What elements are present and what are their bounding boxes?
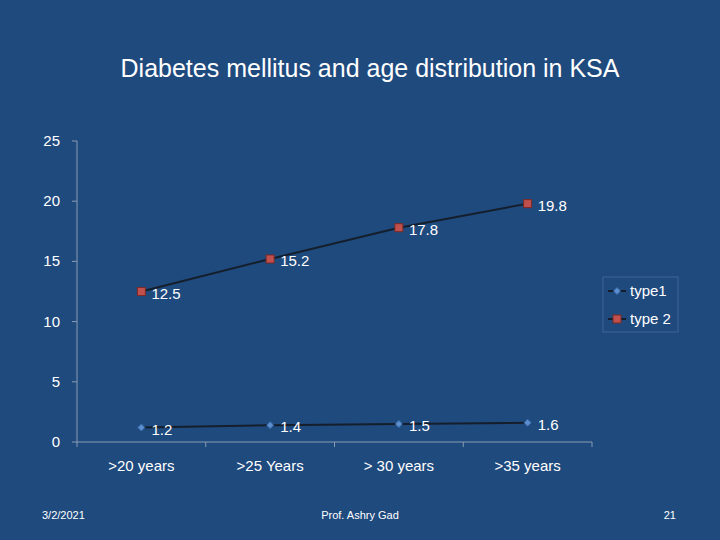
data-label: 12.5 [151, 285, 180, 302]
footer-date: 3/2/2021 [42, 509, 85, 521]
data-point [395, 224, 403, 232]
footer-page: 21 [664, 509, 676, 521]
legend-marker [614, 288, 621, 295]
footer-author: Prof. Ashry Gad [321, 509, 399, 521]
data-label: 1.4 [280, 418, 301, 435]
x-tick [77, 442, 78, 447]
data-point [524, 200, 532, 208]
y-tick-label: 25 [43, 132, 60, 149]
x-tick-label: >25 Years [237, 457, 304, 474]
legend-label: type 2 [630, 310, 671, 327]
data-point [395, 420, 402, 427]
data-label: 1.5 [409, 417, 430, 434]
plot-area [137, 200, 531, 431]
y-tick [72, 321, 77, 322]
data-point [524, 419, 531, 426]
data-label: 1.6 [538, 416, 559, 433]
data-point [266, 255, 274, 263]
data-point [267, 422, 274, 429]
y-tick [72, 141, 77, 142]
y-tick-label: 15 [43, 252, 60, 269]
x-tick-label: >35 years [494, 457, 560, 474]
x-tick-label: > 30 years [364, 457, 434, 474]
y-tick [72, 442, 77, 443]
data-point [138, 424, 145, 431]
series-line [141, 204, 527, 292]
y-tick-label: 5 [52, 373, 60, 390]
y-tick-label: 20 [43, 192, 60, 209]
x-tick [334, 442, 335, 447]
y-tick-label: 10 [43, 313, 60, 330]
data-label: 15.2 [280, 252, 309, 269]
x-tick [592, 442, 593, 447]
x-tick-label: >20 years [108, 457, 174, 474]
x-tick [463, 442, 464, 447]
data-label: 17.8 [409, 221, 438, 238]
y-axis [77, 141, 78, 442]
y-tick-label: 0 [52, 433, 60, 450]
title: Diabetes mellitus and age distribution i… [121, 54, 620, 82]
y-tick [72, 261, 77, 262]
legend-label: type1 [630, 282, 667, 299]
y-tick [72, 201, 77, 202]
legend-marker [613, 315, 621, 323]
y-tick [72, 381, 77, 382]
series-line [141, 423, 527, 428]
data-point [137, 288, 145, 296]
background [0, 0, 720, 540]
data-labels: 1.2 1.4 1.5 1.6 12.5 15.2 17.8 19.8 [151, 197, 566, 438]
data-label: 1.2 [151, 421, 172, 438]
slide: Diabetes mellitus and age distribution i… [0, 0, 720, 540]
x-tick [205, 442, 206, 447]
data-label: 19.8 [538, 197, 567, 214]
legend: type1 type 2 [603, 277, 678, 332]
legend-frame [603, 277, 678, 332]
